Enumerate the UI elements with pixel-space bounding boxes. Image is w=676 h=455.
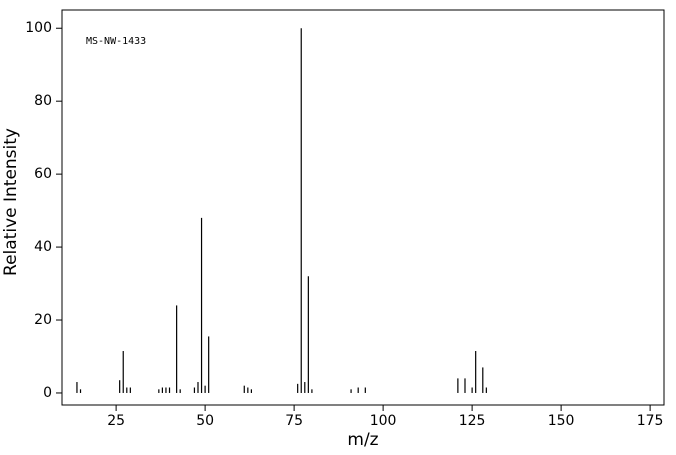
x-tick-label: 125 (459, 413, 486, 429)
x-tick-label: 75 (285, 413, 303, 429)
y-tick-label: 0 (43, 385, 52, 401)
y-tick-label: 100 (25, 20, 52, 36)
x-tick-label: 25 (107, 413, 125, 429)
y-tick-label: 40 (34, 239, 52, 255)
y-tick-label: 20 (34, 312, 52, 328)
x-tick-label: 100 (370, 413, 397, 429)
y-tick-label: 60 (34, 166, 52, 182)
annotation: MS-NW-1433 (86, 36, 146, 47)
plot-frame (61, 9, 665, 406)
x-axis-title: m/z (347, 430, 378, 450)
y-tick-label: 80 (34, 93, 52, 109)
x-tick-label: 175 (637, 413, 664, 429)
x-tick-label: 50 (196, 413, 214, 429)
x-tick-label: 150 (548, 413, 575, 429)
y-axis-title: Relative Intensity (1, 128, 21, 276)
